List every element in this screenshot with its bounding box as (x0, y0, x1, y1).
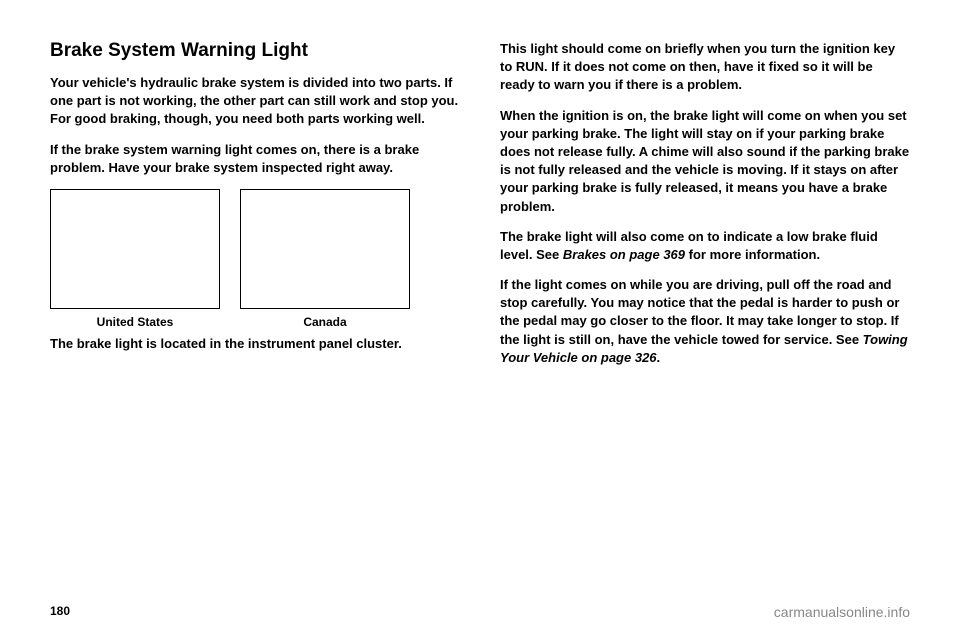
figure-caption-canada: Canada (240, 315, 410, 329)
section-heading: Brake System Warning Light (50, 40, 460, 62)
paragraph-fluid-level: The brake light will also come on to ind… (500, 228, 910, 264)
left-column: Brake System Warning Light Your vehicle'… (50, 40, 460, 560)
paragraph-warning: If the brake system warning light comes … (50, 141, 460, 177)
text-segment: for more information. (685, 247, 820, 262)
right-column: This light should come on briefly when y… (500, 40, 910, 560)
text-segment: . (657, 350, 661, 365)
text-segment: If the light comes on while you are driv… (500, 277, 899, 347)
page-number: 180 (50, 604, 70, 620)
page-footer: 180 carmanualsonline.info (50, 604, 910, 620)
figure-row: United States Canada (50, 189, 460, 329)
page-content: Brake System Warning Light Your vehicle'… (50, 40, 910, 560)
figure-canada: Canada (240, 189, 410, 329)
figure-box-us (50, 189, 220, 309)
paragraph-run: This light should come on briefly when y… (500, 40, 910, 95)
paragraph-intro: Your vehicle's hydraulic brake system is… (50, 74, 460, 129)
watermark: carmanualsonline.info (774, 604, 910, 620)
paragraph-location: The brake light is located in the instru… (50, 335, 460, 353)
paragraph-driving: If the light comes on while you are driv… (500, 276, 910, 367)
brakes-reference: Brakes on page 369 (563, 247, 685, 262)
figure-us: United States (50, 189, 220, 329)
paragraph-parking-brake: When the ignition is on, the brake light… (500, 107, 910, 216)
figure-caption-us: United States (50, 315, 220, 329)
figure-box-canada (240, 189, 410, 309)
